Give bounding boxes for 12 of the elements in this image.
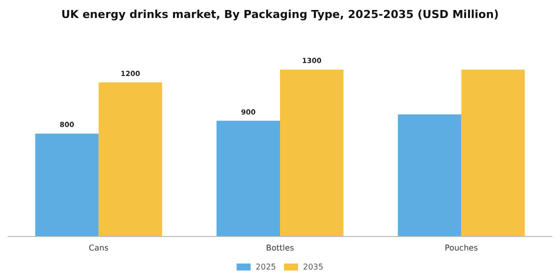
legend-label: 2035 bbox=[303, 262, 324, 272]
bar bbox=[461, 70, 525, 236]
bar bbox=[35, 134, 99, 236]
x-tick-label: Bottles bbox=[266, 244, 294, 252]
legend-label: 2025 bbox=[256, 262, 276, 272]
bar bbox=[98, 82, 162, 236]
chart-title: UK energy drinks market, By Packaging Type, 2025-2035 (USD Million) bbox=[61, 8, 499, 21]
bar bbox=[216, 120, 280, 236]
x-tick-label: Pouches bbox=[444, 244, 478, 252]
bar bbox=[398, 114, 462, 236]
x-tick-label: Cans bbox=[88, 244, 109, 252]
bar bbox=[280, 70, 344, 236]
